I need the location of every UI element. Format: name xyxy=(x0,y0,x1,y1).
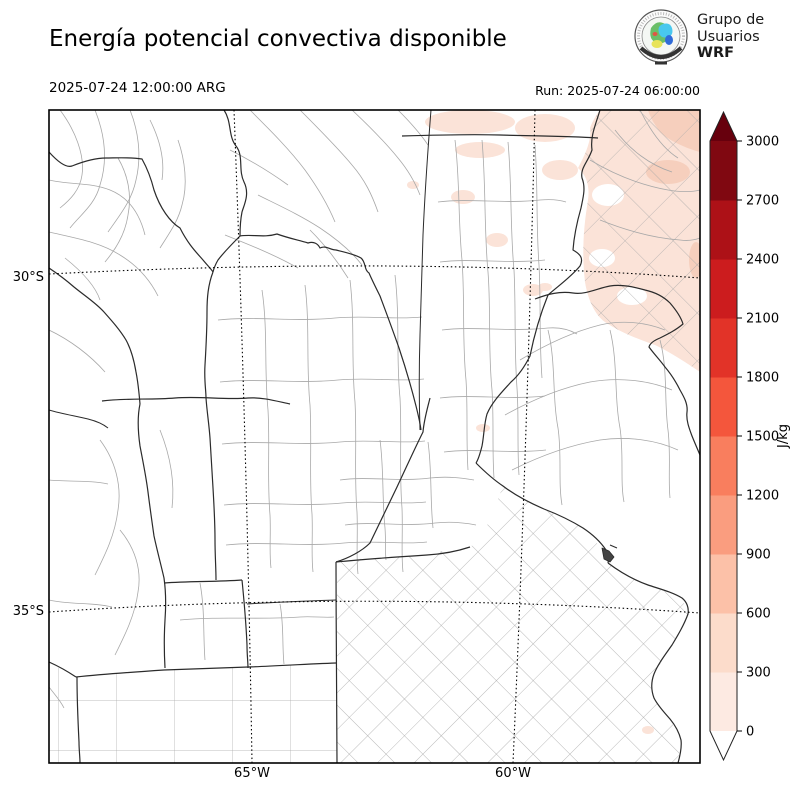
colorbar-arrow-over xyxy=(710,112,737,141)
valid-time-label: 2025-07-24 12:00:00 ARG xyxy=(49,80,226,96)
colorbar-units-label: J/kg xyxy=(776,424,791,449)
colorbar-tick-label: 1500 xyxy=(746,430,779,445)
graticule-gridlines xyxy=(49,110,700,763)
lon-label-60w: 60°W xyxy=(495,766,531,781)
lat-label-35s: 35°S xyxy=(12,604,44,619)
colorbar-segment xyxy=(710,377,737,437)
logo-emblem-icon xyxy=(634,9,688,65)
colorbar-segment xyxy=(710,141,737,201)
colorbar-tick-label: 300 xyxy=(746,666,771,681)
logo-text-line1: Grupo de xyxy=(697,12,765,28)
colorbar-tick-label: 2700 xyxy=(746,194,779,209)
colorbar-segment xyxy=(710,436,737,496)
colorbar: 0 300 600 900 1200 1500 1800 2100 2400 2700 3000 J/… xyxy=(709,110,791,762)
province-boundaries xyxy=(49,110,700,763)
colorbar-segment xyxy=(710,613,737,673)
colorbar-segment xyxy=(710,554,737,614)
logo-text-line3: WRF xyxy=(697,45,735,61)
wrf-users-group-logo: Grupo de Usuarios WRF xyxy=(633,6,764,70)
colorbar-tick-label: 1200 xyxy=(746,489,779,504)
lat-label-30s: 30°S xyxy=(12,270,44,285)
colorbar-tick-label: 2400 xyxy=(746,253,779,268)
gridline-35s xyxy=(49,600,700,614)
colorbar-arrow-under xyxy=(710,731,737,760)
gridline-60w xyxy=(512,110,536,763)
colorbar-tick-label: 600 xyxy=(746,607,771,622)
colorbar-tick-label: 3000 xyxy=(746,135,779,150)
colorbar-segment xyxy=(710,318,737,378)
page-title: Energía potencial convectiva disponible xyxy=(49,26,507,52)
colorbar-segment xyxy=(710,495,737,555)
run-time-label: Run: 2025-07-24 06:00:00 xyxy=(535,83,700,98)
lon-label-65w: 65°W xyxy=(234,766,270,781)
colorbar-tick-label: 1800 xyxy=(746,371,779,386)
logo-text-line2: Usuarios xyxy=(697,28,760,45)
colorbar-segment xyxy=(710,200,737,260)
colorbar-tick-label: 2100 xyxy=(746,312,779,327)
colorbar-tick-label: 900 xyxy=(746,548,771,563)
gridline-65w xyxy=(233,110,253,763)
colorbar-segment xyxy=(710,259,737,319)
colorbar-segment xyxy=(710,672,737,732)
map-frame xyxy=(48,109,701,764)
colorbar-tick-label: 0 xyxy=(746,725,754,740)
